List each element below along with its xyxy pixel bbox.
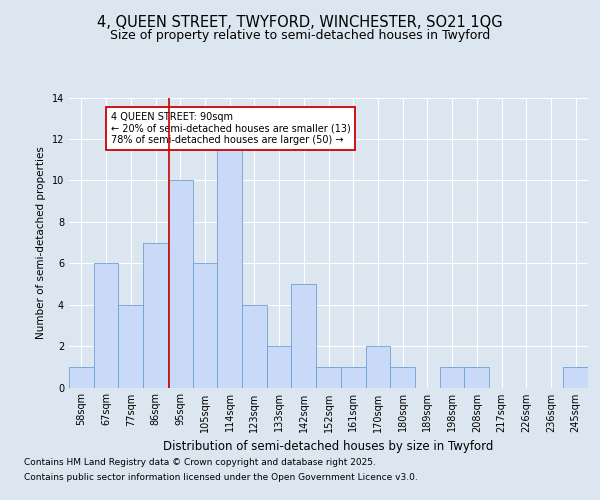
Text: Contains HM Land Registry data © Crown copyright and database right 2025.: Contains HM Land Registry data © Crown c… (24, 458, 376, 467)
Bar (563, 367, 588, 388)
Bar (292, 284, 316, 388)
Bar (464, 367, 489, 388)
Bar (341, 367, 365, 388)
Bar (94, 263, 118, 388)
Bar (365, 346, 390, 388)
Bar (69, 367, 94, 388)
Bar (390, 367, 415, 388)
Bar (242, 304, 267, 388)
Text: 4, QUEEN STREET, TWYFORD, WINCHESTER, SO21 1QG: 4, QUEEN STREET, TWYFORD, WINCHESTER, SO… (97, 15, 503, 30)
Bar (217, 139, 242, 388)
Bar (316, 367, 341, 388)
Bar (143, 242, 168, 388)
Text: 4 QUEEN STREET: 90sqm
← 20% of semi-detached houses are smaller (13)
78% of semi: 4 QUEEN STREET: 90sqm ← 20% of semi-deta… (110, 112, 350, 145)
Text: Contains public sector information licensed under the Open Government Licence v3: Contains public sector information licen… (24, 473, 418, 482)
Bar (118, 304, 143, 388)
Bar (168, 180, 193, 388)
Bar (440, 367, 464, 388)
Bar (267, 346, 292, 388)
Bar (193, 263, 217, 388)
X-axis label: Distribution of semi-detached houses by size in Twyford: Distribution of semi-detached houses by … (163, 440, 494, 453)
Y-axis label: Number of semi-detached properties: Number of semi-detached properties (36, 146, 46, 339)
Text: Size of property relative to semi-detached houses in Twyford: Size of property relative to semi-detach… (110, 30, 490, 43)
